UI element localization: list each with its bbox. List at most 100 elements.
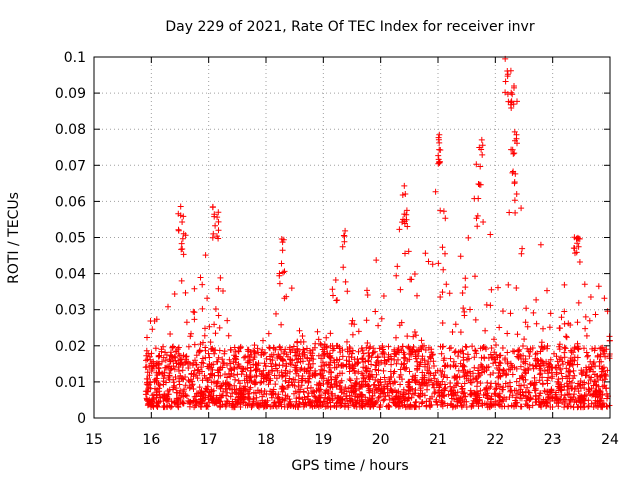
data-point <box>512 137 518 144</box>
data-point <box>437 343 444 350</box>
y-tick-label: 0.09 <box>55 86 86 102</box>
data-point <box>353 375 360 382</box>
data-point <box>191 285 198 292</box>
data-point <box>291 390 297 397</box>
data-point <box>412 399 419 406</box>
data-point <box>372 366 379 373</box>
data-point <box>355 368 362 375</box>
data-point <box>507 360 514 367</box>
data-point <box>205 350 212 357</box>
data-point <box>386 392 393 399</box>
data-point <box>382 393 389 400</box>
data-point <box>211 350 218 357</box>
data-point <box>275 394 282 401</box>
data-point <box>436 158 443 165</box>
data-point <box>355 328 362 335</box>
data-point <box>493 365 500 371</box>
data-point <box>527 348 534 355</box>
data-point <box>407 276 414 283</box>
data-point <box>153 377 160 384</box>
data-point <box>318 355 325 362</box>
data-point <box>465 355 472 362</box>
data-point <box>561 308 568 315</box>
data-point <box>149 402 155 409</box>
data-point <box>439 244 446 251</box>
data-point <box>461 312 468 319</box>
data-point <box>570 367 577 374</box>
data-point <box>384 385 391 392</box>
data-point <box>536 398 543 405</box>
data-point <box>222 401 229 407</box>
x-tick-label: 15 <box>85 432 103 448</box>
data-point <box>279 396 286 403</box>
data-point <box>163 352 170 358</box>
data-point <box>270 386 277 393</box>
data-point <box>304 385 311 392</box>
data-point <box>279 239 286 246</box>
data-point <box>363 344 370 351</box>
data-point <box>300 346 307 353</box>
data-point <box>543 358 550 365</box>
data-point <box>286 401 293 408</box>
data-point <box>280 372 286 379</box>
data-point <box>526 353 533 360</box>
data-point <box>286 346 293 353</box>
data-point <box>491 336 497 343</box>
data-point <box>407 402 414 409</box>
data-point <box>187 333 194 340</box>
data-point <box>415 392 422 399</box>
data-point <box>509 348 516 355</box>
data-point <box>581 281 588 288</box>
data-point <box>235 377 242 384</box>
data-point <box>440 373 447 380</box>
data-point <box>208 388 215 395</box>
data-point <box>229 398 236 405</box>
data-point <box>244 379 251 386</box>
data-point <box>397 366 404 373</box>
data-point <box>267 360 274 367</box>
data-point <box>548 375 555 382</box>
data-point <box>267 403 274 410</box>
data-point <box>511 197 518 204</box>
data-point <box>479 400 486 407</box>
data-point <box>241 394 248 401</box>
data-point <box>258 352 265 358</box>
data-point <box>567 368 574 375</box>
data-point <box>261 360 268 367</box>
data-point <box>411 390 418 397</box>
data-point <box>544 287 550 294</box>
data-point <box>254 387 261 394</box>
data-point <box>406 368 413 375</box>
data-point <box>467 379 474 386</box>
data-point <box>188 371 195 378</box>
data-point <box>505 366 512 373</box>
data-point <box>274 395 281 402</box>
data-point <box>205 363 212 370</box>
data-point <box>558 391 565 398</box>
data-point <box>564 383 571 390</box>
y-tick-label: 0.02 <box>55 339 86 355</box>
data-point <box>514 98 520 105</box>
data-point <box>412 387 419 393</box>
data-point <box>530 382 537 389</box>
data-point <box>222 403 229 410</box>
data-point <box>252 367 259 374</box>
data-point <box>196 347 203 354</box>
data-point <box>292 349 298 356</box>
data-point <box>144 334 150 341</box>
data-point <box>201 332 208 339</box>
data-point <box>193 372 200 379</box>
data-point <box>366 376 373 383</box>
data-point <box>191 341 198 348</box>
data-point <box>279 373 285 380</box>
data-point <box>543 388 549 395</box>
data-point <box>399 402 406 409</box>
data-point <box>599 344 606 351</box>
data-point <box>276 270 283 277</box>
data-point <box>176 390 183 397</box>
data-point <box>502 372 509 379</box>
data-point <box>512 170 519 177</box>
data-point <box>470 402 477 409</box>
data-point <box>312 370 319 377</box>
data-point <box>175 210 182 217</box>
